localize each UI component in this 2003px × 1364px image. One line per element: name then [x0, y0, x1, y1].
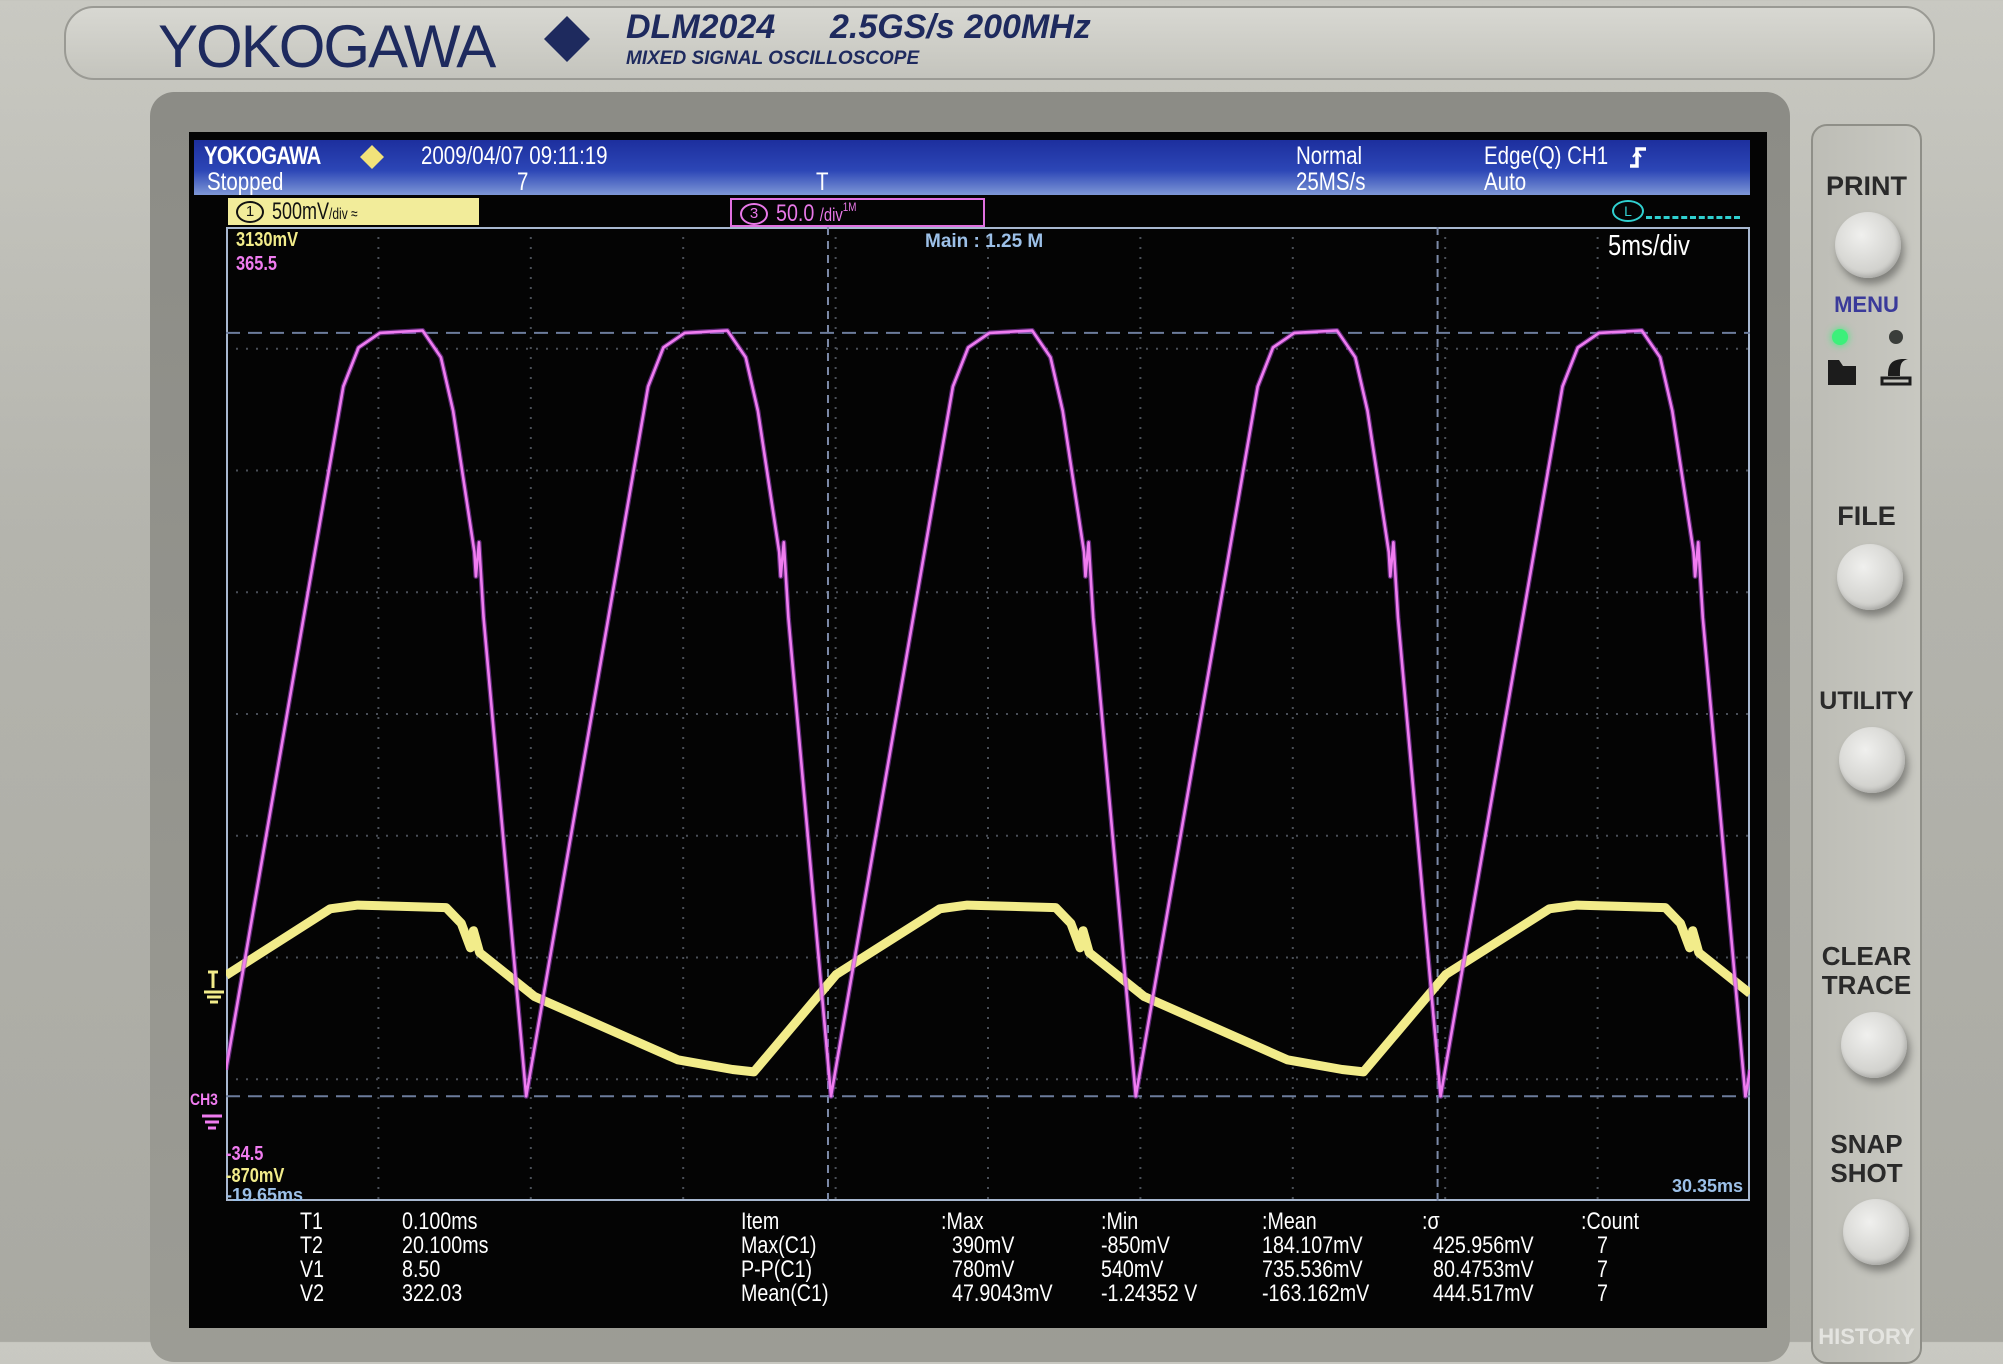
measurement-cell: -850mV [1101, 1232, 1170, 1259]
cursor-value: 0.100ms [402, 1208, 478, 1235]
printer-led-indicator [1889, 330, 1903, 344]
measurement-cell: 7 [1597, 1232, 1608, 1259]
ac-coupling-icon: ≈ [347, 206, 358, 223]
status-header [194, 140, 1750, 195]
datetime: 2009/04/07 09:11:19 [421, 142, 608, 170]
measurement-header: :Min [1101, 1208, 1139, 1235]
measurement-header: Item [741, 1208, 780, 1235]
measurement-cell: 80.4753mV [1433, 1256, 1534, 1283]
utility-label: UTILITY [1819, 687, 1914, 715]
ch3-scale: 50.0 [776, 200, 815, 227]
folder-icon [1828, 360, 1856, 385]
clear-trace-label: CLEAR TRACE [1821, 941, 1912, 1000]
file-label: FILE [1837, 501, 1896, 531]
ch1-top-value: 3130mV [236, 229, 299, 251]
utility-button[interactable] [1839, 727, 1905, 793]
measurement-cell: 425.956mV [1433, 1232, 1534, 1259]
ch3-trace [226, 329, 1750, 1098]
cursor-label: V2 [300, 1280, 325, 1307]
measurement-cell: 540mV [1101, 1256, 1164, 1283]
waveform-display [226, 227, 1750, 1201]
sample-rate: 25MS/s [1296, 168, 1366, 196]
snap-shot-label: SNAP SHOT [1830, 1129, 1903, 1188]
measurement-cell: 7 [1597, 1256, 1608, 1283]
ch3-top-value: 365.5 [236, 253, 278, 275]
cursor-label: T1 [300, 1208, 323, 1235]
grid-border [226, 227, 1750, 1201]
measurement-cell: -1.24352 V [1101, 1280, 1198, 1307]
snap-shot-button[interactable] [1843, 1199, 1909, 1265]
measurement-header: :Count [1581, 1208, 1639, 1235]
ch1-bottom-value: -870mV [226, 1165, 285, 1187]
cursor-value: 322.03 [402, 1280, 463, 1307]
trigger-mode: Auto [1484, 168, 1527, 196]
ch1-ground-marker-icon[interactable] [202, 970, 228, 1010]
measurement-header: :Mean [1262, 1208, 1317, 1235]
model-subtitle: MIXED SIGNAL OSCILLOSCOPE [626, 48, 920, 69]
logic-line [1646, 216, 1740, 219]
cursor-value: 20.100ms [402, 1232, 489, 1259]
timebase[interactable]: 5ms/div [1608, 230, 1690, 262]
measurement-item: P-P(C1) [741, 1256, 813, 1283]
logic-badge[interactable]: L [1612, 200, 1644, 222]
acquisition-count: 7 [517, 168, 529, 196]
measurement-cell: 780mV [952, 1256, 1015, 1283]
cursor-label: V1 [300, 1256, 325, 1283]
menu-label: MENU [1834, 292, 1899, 317]
measurement-cell: 47.9043mV [952, 1280, 1053, 1307]
ch1-trace [226, 900, 1750, 1077]
print-label: PRINT [1826, 171, 1907, 201]
rising-edge-icon [1630, 147, 1646, 168]
impedance-icon: 1M [842, 200, 857, 214]
cursor-label: T2 [300, 1232, 323, 1259]
ch3-bottom-value: -34.5 [226, 1143, 264, 1165]
ch1-per-div: /div [329, 206, 348, 223]
trigger-position-marker: T [816, 168, 829, 196]
brand-label-band [64, 6, 1935, 80]
time-start: -19.65ms [226, 1185, 304, 1205]
ch3-per-div: /div [819, 205, 843, 225]
acquisition-status: Stopped [207, 168, 284, 196]
clear-trace-button[interactable] [1841, 1012, 1907, 1078]
measurement-cell: 7 [1597, 1280, 1608, 1307]
cursor-value: 8.50 [402, 1256, 441, 1283]
file-button[interactable] [1837, 544, 1903, 610]
measurement-cell: -163.162mV [1262, 1280, 1370, 1307]
ch1-badge: 1 [236, 201, 264, 223]
ch3-position-label: CH3 [190, 1090, 218, 1109]
measurement-cell: 444.517mV [1433, 1280, 1534, 1307]
ch3-badge: 3 [740, 203, 768, 225]
measurement-cell: 735.536mV [1262, 1256, 1363, 1283]
printer-icon [1880, 359, 1912, 386]
measurement-cell: 184.107mV [1262, 1232, 1363, 1259]
ch1-scale: 500mV [272, 198, 330, 225]
file-led-indicator [1832, 329, 1848, 345]
measurement-item: Max(C1) [741, 1232, 817, 1259]
measurement-item: Mean(C1) [741, 1280, 829, 1307]
screen-brand: YOKOGAWA [204, 142, 321, 170]
time-end: 30.35ms [1672, 1176, 1744, 1196]
print-button[interactable] [1835, 212, 1901, 278]
model-name: DLM2024 [626, 8, 776, 46]
ch3-scale-box[interactable]: 3 50.0 /div1M [730, 198, 985, 227]
model-specs: 2.5GS/s 200MHz [830, 8, 1091, 46]
acquisition-mode: Normal [1296, 142, 1363, 170]
measurement-cell: 390mV [952, 1232, 1015, 1259]
record-length: Main : 1.25 M [925, 231, 1044, 252]
history-label: HISTORY [1818, 1324, 1915, 1349]
diamond-icon [360, 145, 384, 169]
brand-logo: YOKOGAWA [158, 13, 496, 80]
ch3-ground-marker-icon[interactable] [200, 1112, 226, 1134]
trigger-type[interactable]: Edge(Q) CH1 [1484, 142, 1609, 170]
diamond-logo-icon [544, 16, 590, 62]
measurement-header: :Max [941, 1208, 984, 1235]
measurement-header: :σ [1422, 1208, 1440, 1235]
ch1-scale-box[interactable]: 1 500mV/div ≈ [228, 198, 479, 225]
